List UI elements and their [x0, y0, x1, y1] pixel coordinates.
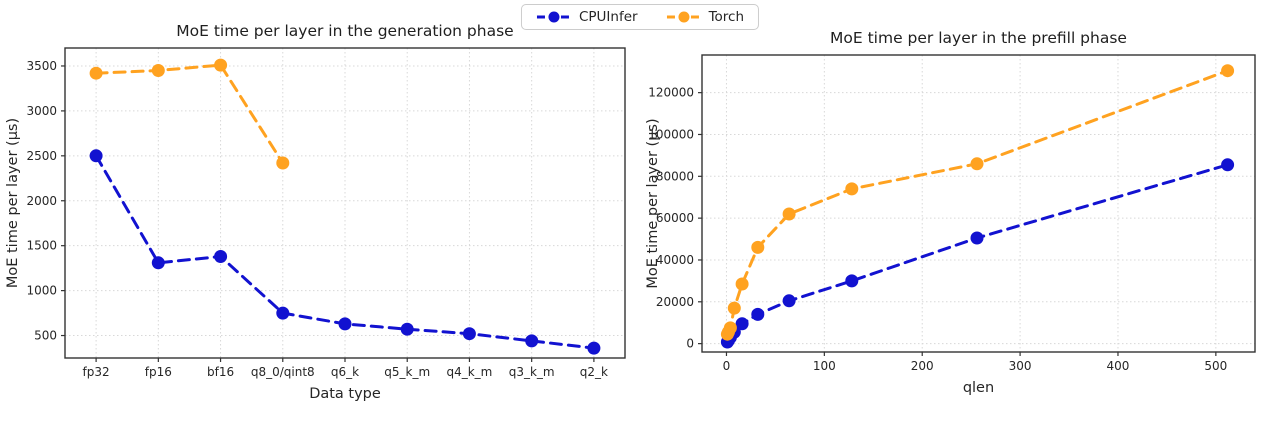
data-point-cpuinfer: [1221, 158, 1235, 172]
y-tick-label: 1000: [26, 284, 57, 298]
x-tick-label: fp32: [83, 365, 110, 379]
x-tick-label: 0: [723, 359, 731, 373]
data-point-torch: [970, 157, 984, 171]
data-point-cpuinfer: [587, 341, 601, 355]
data-point-cpuinfer: [525, 334, 539, 348]
y-tick-label: 120000: [648, 86, 694, 100]
data-point-torch: [782, 207, 796, 221]
data-point-torch: [276, 156, 290, 170]
plot-frame: [701, 54, 1256, 353]
data-point-torch: [1221, 64, 1235, 78]
y-tick-label: 3500: [26, 59, 57, 73]
data-point-cpuinfer: [462, 327, 476, 341]
series-line-cpuinfer: [725, 163, 1230, 344]
y-tick-label: 2000: [26, 194, 57, 208]
legend-line-sample: [536, 11, 571, 23]
generation-phase-chart: fp32 fp16 bf16 q8_0/qint8 q6_k q5_k_m q4_k_m q3…: [5, 22, 626, 402]
y-axis-label: MoE time per layer (μs): [5, 118, 21, 288]
data-point-cpuinfer: [151, 256, 165, 270]
x-tick-label: q4_k_m: [446, 365, 492, 379]
data-point-torch: [727, 301, 741, 315]
legend-item-torch: Torch: [666, 9, 744, 25]
data-point-cpuinfer: [970, 231, 984, 245]
chart-title: MoE time per layer in the generation pha…: [176, 22, 513, 40]
x-tick-label: q3_k_m: [509, 365, 555, 379]
data-point-torch: [845, 182, 859, 196]
x-tick-label: 100: [813, 359, 836, 373]
x-axis-label: qlen: [963, 380, 994, 396]
y-tick-label: 2500: [26, 149, 57, 163]
legend-label: CPUInfer: [578, 9, 638, 25]
chart-legend: CPUInfer Torch: [520, 4, 760, 30]
series-line-torch: [725, 69, 1230, 336]
y-tick-label: 60000: [656, 211, 694, 225]
data-point-torch: [751, 240, 765, 254]
x-tick-label: fp16: [145, 365, 172, 379]
x-tick-label: q2_k: [580, 365, 608, 379]
data-point-cpuinfer: [89, 149, 103, 163]
x-tick-label: bf16: [207, 365, 234, 379]
data-point-torch: [89, 66, 103, 80]
legend-label: Torch: [708, 9, 745, 25]
data-point-cpuinfer: [735, 317, 749, 331]
prefill-phase-chart: 0 100 200 300 400 500 0 20000 40000 60000 80000 100…: [645, 29, 1256, 396]
data-point-cpuinfer: [214, 250, 228, 263]
data-point-cpuinfer: [276, 306, 290, 320]
y-tick-label: 20000: [656, 295, 694, 309]
y-tick-label: 80000: [656, 169, 694, 183]
y-tick-label: 3000: [26, 104, 57, 118]
x-tick-label: q5_k_m: [384, 365, 430, 379]
data-point-torch: [214, 58, 228, 72]
data-point-cpuinfer: [845, 274, 859, 288]
data-point-torch: [723, 321, 737, 335]
y-tick-label: 100000: [648, 127, 694, 141]
x-tick-label: 300: [1009, 359, 1032, 373]
data-point-cpuinfer: [782, 294, 796, 308]
x-tick-label: 400: [1107, 359, 1130, 373]
x-tick-label: q6_k: [331, 365, 359, 379]
legend-line-sample: [666, 11, 701, 23]
y-tick-label: 40000: [656, 253, 694, 267]
data-point-cpuinfer: [338, 317, 352, 331]
series-line-torch: [94, 63, 285, 165]
data-point-cpuinfer: [751, 307, 765, 321]
x-tick-label: q8_0/qint8: [251, 365, 315, 379]
data-point-cpuinfer: [400, 322, 414, 336]
legend-item-cpuinfer: CPUInfer: [536, 9, 638, 25]
data-point-torch: [151, 64, 165, 77]
data-point-torch: [735, 277, 749, 291]
y-tick-label: 1500: [26, 239, 57, 253]
y-tick-label: 0: [686, 337, 694, 351]
plot-frame: [64, 47, 626, 359]
x-axis-label: Data type: [309, 386, 381, 402]
chart-title: MoE time per layer in the prefill phase: [830, 29, 1127, 47]
y-tick-label: 500: [34, 329, 57, 343]
x-tick-label: 200: [911, 359, 934, 373]
x-tick-label: 500: [1204, 359, 1227, 373]
y-axis-label: MoE time per layer (μs): [645, 118, 661, 288]
